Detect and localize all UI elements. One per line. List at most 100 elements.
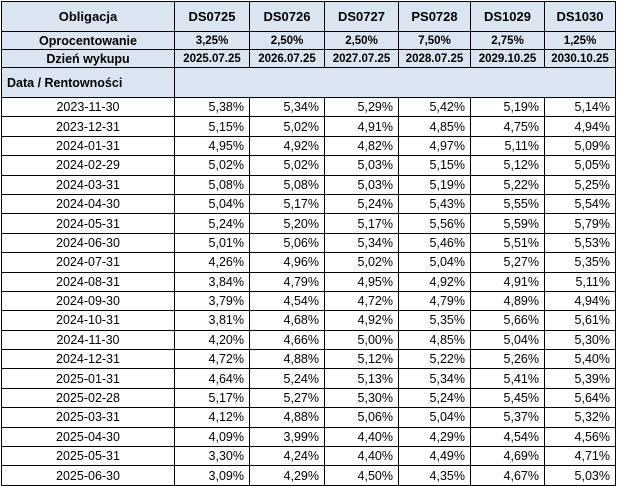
yield-cell: 4,96% [249,252,325,273]
yield-cell: 4,94% [544,116,616,137]
row-date: 2025-06-30 [1,465,175,486]
yield-cell: 4,40% [324,426,399,448]
row-date: 2024-01-31 [1,135,175,157]
yield-cell: 3,81% [174,310,250,331]
yield-cell: 4,79% [249,271,325,292]
yield-cell: 4,72% [174,349,250,370]
yield-cell: 5,42% [398,96,471,118]
row-date: 2024-06-30 [1,232,175,254]
yield-cell: 4,40% [324,446,399,467]
maturity-value: 2030.10.25 [544,49,616,68]
subheader-label: Data / Rentowności [1,67,175,98]
row-date: 2025-02-28 [1,387,175,409]
table-row: 2025-05-31 3,30% 4,24% 4,40% 4,49% 4,69% 4,71% [1,446,616,467]
yield-cell: 5,04% [398,407,471,428]
table-row: 2024-11-30 4,20% 4,66% 5,00% 4,85% 5,04% 5,30% [1,329,616,351]
table-row: 2024-01-31 4,95% 4,92% 4,82% 4,97% 5,11% 5,09% [1,135,616,157]
yield-cell: 4,69% [470,446,545,467]
table-row: 2024-08-31 3,84% 4,79% 4,95% 4,92% 4,91% 5,11% [1,271,616,292]
yield-cell: 5,37% [470,407,545,428]
row-date: 2025-03-31 [1,407,175,428]
yield-cell: 4,24% [249,446,325,467]
yield-cell: 5,30% [544,329,616,351]
yield-cell: 5,35% [544,252,616,273]
row-date: 2024-07-31 [1,252,175,273]
row-date: 2024-10-31 [1,310,175,331]
yield-cell: 5,24% [398,387,471,409]
yield-cell: 5,27% [470,252,545,273]
yield-cell: 5,17% [174,387,250,409]
yield-cell: 5,45% [470,387,545,409]
yield-cell: 4,67% [470,465,545,486]
yield-cell: 4,54% [249,290,325,312]
row-date: 2025-05-31 [1,446,175,467]
yield-cell: 3,99% [249,426,325,448]
row-date: 2024-05-31 [1,213,175,234]
yield-cell: 4,95% [174,135,250,157]
table-row: 2024-05-31 5,24% 5,20% 5,17% 5,56% 5,59% 5,79% [1,213,616,234]
table-row: 2023-12-31 5,15% 5,02% 4,91% 4,85% 4,75% 4,94% [1,116,616,137]
header-label: Obligacja [1,1,175,32]
yield-cell: 4,92% [398,271,471,292]
yield-cell: 4,26% [174,252,250,273]
yield-cell: 4,66% [249,329,325,351]
table-row: 2024-10-31 3,81% 4,68% 4,92% 5,35% 5,66% 5,61% [1,310,616,331]
yield-cell: 4,50% [324,465,399,486]
yield-cell: 4,94% [544,290,616,312]
yield-cell: 4,49% [398,446,471,467]
yield-cell: 5,22% [470,174,545,195]
yield-cell: 5,03% [324,174,399,195]
yield-cell: 5,29% [324,96,399,118]
yield-cell: 5,02% [174,155,250,176]
yield-cell: 5,01% [174,232,250,254]
table-row: 2024-07-31 4,26% 4,96% 5,02% 5,04% 5,27% 5,35% [1,252,616,273]
yield-cell: 5,27% [249,387,325,409]
table-row: 2025-04-30 4,09% 3,99% 4,40% 4,29% 4,54% 4,56% [1,426,616,448]
yield-cell: 4,09% [174,426,250,448]
yield-cell: 5,15% [174,116,250,137]
yield-cell: 5,06% [249,232,325,254]
yield-cell: 5,64% [544,387,616,409]
yield-cell: 5,24% [324,193,399,215]
coupon-label: Oprocentowanie [1,31,175,50]
yield-cell: 5,03% [544,465,616,486]
header-bond: DS1030 [544,1,616,32]
yield-cell: 3,84% [174,271,250,292]
yield-cell: 5,59% [470,213,545,234]
yield-cell: 5,24% [174,213,250,234]
yield-cell: 4,29% [249,465,325,486]
yield-cell: 4,64% [174,368,250,389]
yield-cell: 5,02% [249,155,325,176]
row-date: 2023-12-31 [1,116,175,137]
yield-cell: 5,35% [398,310,471,331]
yield-cell: 4,68% [249,310,325,331]
yield-cell: 5,43% [398,193,471,215]
yield-cell: 4,72% [324,290,399,312]
yield-cell: 5,32% [544,407,616,428]
table-row: 2025-03-31 4,12% 4,88% 5,06% 5,04% 5,37% 5,32% [1,407,616,428]
yield-cell: 4,92% [249,135,325,157]
yield-cell: 5,11% [544,271,616,292]
yield-cell: 5,34% [324,232,399,254]
header-bond: DS0727 [324,1,399,32]
maturity-value: 2027.07.25 [324,49,399,68]
maturity-value: 2028.07.25 [398,49,471,68]
yield-cell: 5,41% [470,368,545,389]
yield-cell: 5,34% [398,368,471,389]
coupon-value: 2,50% [324,31,399,50]
yield-cell: 5,02% [324,252,399,273]
yield-cell: 5,19% [470,96,545,118]
yield-cell: 5,61% [544,310,616,331]
yield-cell: 3,30% [174,446,250,467]
table-row: 2024-03-31 5,08% 5,08% 5,03% 5,19% 5,22% 5,25% [1,174,616,195]
yield-cell: 5,40% [544,349,616,370]
yield-cell: 4,29% [398,426,471,448]
table-row: 2024-06-30 5,01% 5,06% 5,34% 5,46% 5,51% 5,53% [1,232,616,254]
yield-cell: 5,79% [544,213,616,234]
coupon-value: 1,25% [544,31,616,50]
yield-cell: 4,82% [324,135,399,157]
yield-cell: 5,04% [398,252,471,273]
yield-cell: 5,54% [544,193,616,215]
row-date: 2024-08-31 [1,271,175,292]
